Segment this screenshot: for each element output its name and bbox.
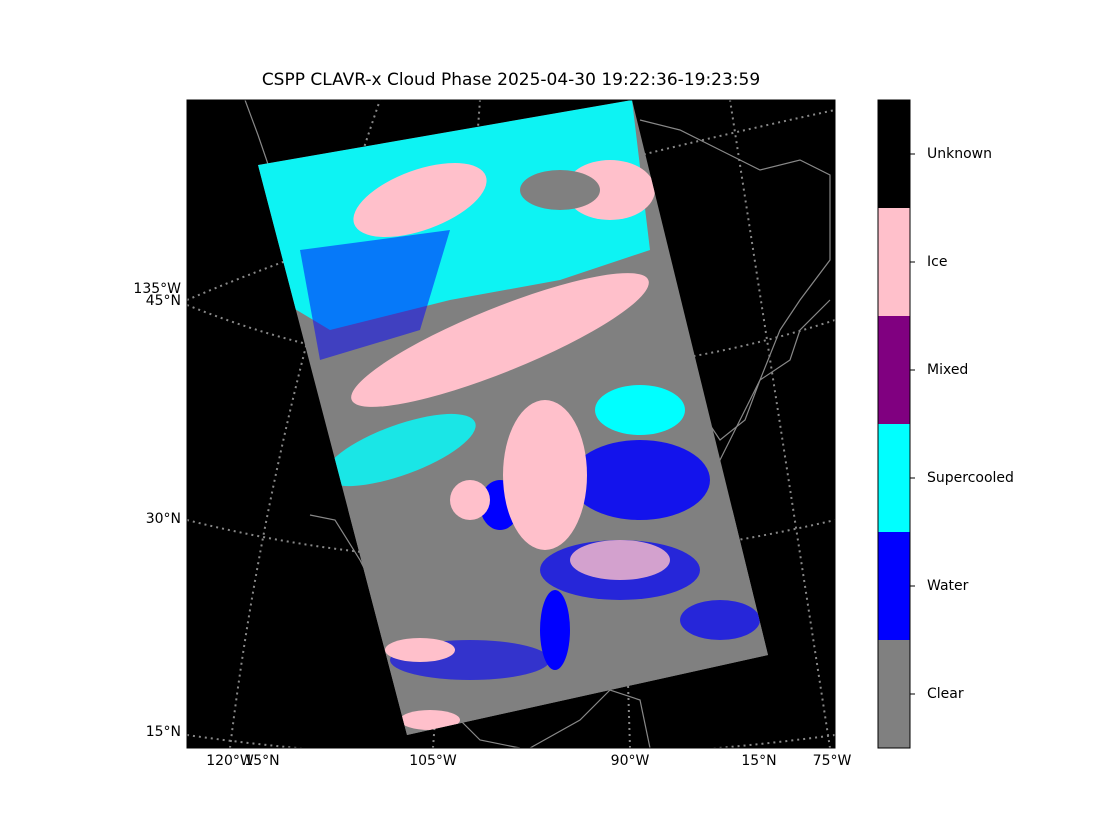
colorbar-segment — [878, 424, 910, 532]
map-frame — [186, 99, 836, 749]
longitude-label: 15°N — [244, 753, 279, 769]
colorbar-label: Unknown — [927, 146, 992, 162]
longitude-label: 105°W — [409, 753, 457, 769]
latitude-label: 45°N — [146, 293, 181, 309]
colorbar-segment — [878, 640, 910, 748]
colorbar-frame — [877, 99, 911, 749]
colorbar-segment — [878, 316, 910, 424]
colorbar-label: Clear — [927, 686, 964, 702]
longitude-label: 15°N — [741, 753, 776, 769]
colorbar-label: Ice — [927, 254, 947, 270]
colorbar-segment — [878, 100, 910, 208]
latitude-label: 30°N — [146, 511, 181, 527]
colorbar-label: Supercooled — [927, 470, 1014, 486]
latitude-label: 135°W — [133, 281, 181, 297]
latitude-label: 15°N — [146, 724, 181, 740]
longitude-label: 120°W — [206, 753, 254, 769]
colorbar-label: Water — [927, 578, 969, 594]
longitude-label: 75°W — [813, 753, 852, 769]
colorbar-label: Mixed — [927, 362, 968, 378]
title: CSPP CLAVR-x Cloud Phase 2025-04-30 19:2… — [262, 70, 760, 90]
colorbar-segment — [878, 208, 910, 316]
longitude-label: 90°W — [611, 753, 650, 769]
colorbar-segment — [878, 532, 910, 640]
